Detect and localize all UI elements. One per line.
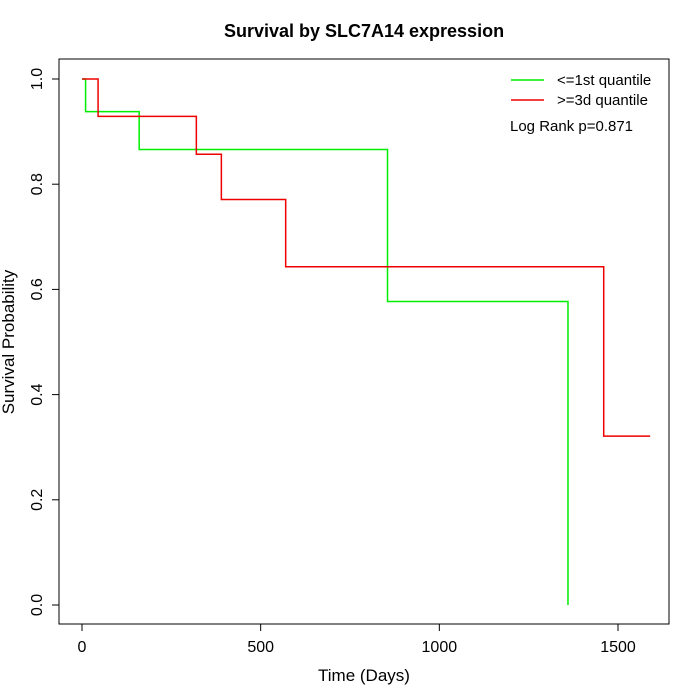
x-tick-label: 1500 <box>600 639 636 656</box>
series-line-2 <box>82 78 651 437</box>
chart-title: Survival by SLC7A14 expression <box>224 21 504 41</box>
logrank-annotation: Log Rank p=0.871 <box>510 118 633 135</box>
y-tick-label: 0.6 <box>29 278 46 300</box>
plot-frame <box>58 58 670 625</box>
x-axis: 0 500 1000 1500 <box>78 623 636 656</box>
y-tick-label: 0.0 <box>29 594 46 616</box>
legend-label: >=3d quantile <box>557 92 648 109</box>
y-tick-label: 0.2 <box>29 489 46 511</box>
x-axis-label: Time (Days) <box>318 666 410 685</box>
x-tick-label: 1000 <box>422 639 458 656</box>
y-tick-label: 1.0 <box>29 68 46 90</box>
legend: <=1st quantile >=3d quantile <box>511 72 651 109</box>
series-layer <box>82 78 651 605</box>
y-axis: 0.0 0.2 0.4 0.6 0.8 1.0 <box>29 68 60 616</box>
y-tick-label: 0.4 <box>29 383 46 405</box>
x-tick-label: 0 <box>78 639 87 656</box>
series-line-1 <box>82 78 569 605</box>
x-tick-label: 500 <box>247 639 274 656</box>
legend-label: <=1st quantile <box>557 72 651 89</box>
y-axis-label: Survival Probability <box>0 269 18 414</box>
y-tick-label: 0.8 <box>29 173 46 195</box>
